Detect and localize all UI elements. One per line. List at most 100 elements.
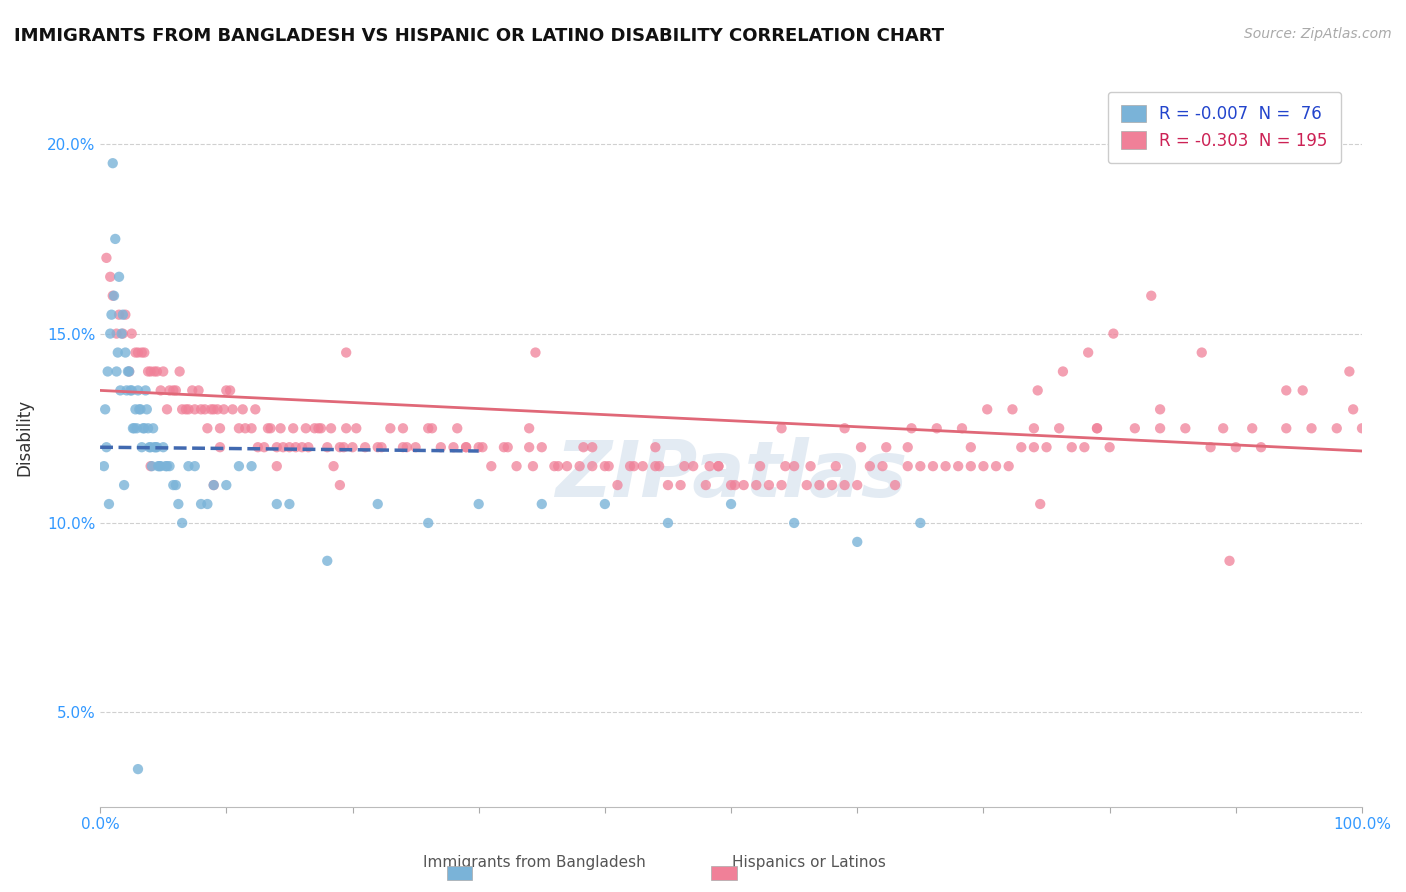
Point <box>142 421 165 435</box>
Point <box>900 421 922 435</box>
Point <box>172 402 194 417</box>
Point <box>1341 402 1364 417</box>
Point <box>1052 364 1074 378</box>
Point <box>108 308 131 322</box>
Point <box>134 345 156 359</box>
Point <box>202 402 225 417</box>
Point <box>104 232 127 246</box>
Point <box>129 402 152 417</box>
Point <box>131 440 153 454</box>
Point <box>284 440 307 454</box>
Point <box>910 516 932 530</box>
Point <box>172 516 194 530</box>
Point <box>114 308 136 322</box>
Point <box>505 459 527 474</box>
Point <box>418 421 440 435</box>
Point <box>121 326 143 341</box>
Point <box>1191 345 1213 359</box>
Point <box>859 459 882 474</box>
Point <box>593 497 616 511</box>
Point <box>181 384 204 398</box>
Point <box>648 459 671 474</box>
Point <box>948 459 970 474</box>
Point <box>98 269 121 284</box>
Point <box>111 308 134 322</box>
Point <box>159 459 181 474</box>
Point <box>783 516 806 530</box>
Point <box>619 459 641 474</box>
Point <box>266 440 288 454</box>
Point <box>1077 345 1099 359</box>
Point <box>139 459 162 474</box>
Text: Source: ZipAtlas.com: Source: ZipAtlas.com <box>1244 27 1392 41</box>
Point <box>1085 421 1108 435</box>
Point <box>522 459 544 474</box>
Point <box>568 459 591 474</box>
Point <box>405 440 427 454</box>
Point <box>257 421 280 435</box>
Point <box>132 421 155 435</box>
Point <box>240 421 263 435</box>
Point <box>266 459 288 474</box>
Point <box>1275 384 1298 398</box>
Point <box>492 440 515 454</box>
Point <box>228 459 250 474</box>
Point <box>367 497 389 511</box>
Point <box>122 421 145 435</box>
Point <box>105 326 128 341</box>
Point <box>307 421 329 435</box>
Point <box>775 459 797 474</box>
Point <box>112 478 135 492</box>
Point <box>195 497 218 511</box>
Point <box>146 459 169 474</box>
Point <box>1123 421 1146 435</box>
Point <box>174 402 197 417</box>
Point <box>143 364 166 378</box>
Point <box>131 345 153 359</box>
Point <box>149 384 172 398</box>
Point <box>335 345 357 359</box>
Point <box>221 402 243 417</box>
Point <box>96 440 118 454</box>
Point <box>1010 440 1032 454</box>
Point <box>101 289 124 303</box>
Point <box>190 497 212 511</box>
Point <box>430 440 453 454</box>
Point <box>724 478 747 492</box>
Point <box>720 478 742 492</box>
Point <box>149 459 172 474</box>
Point <box>834 478 856 492</box>
Point <box>581 440 603 454</box>
Point <box>846 478 869 492</box>
Point <box>849 440 872 454</box>
Point <box>1174 421 1197 435</box>
Point <box>118 364 141 378</box>
Point <box>1212 421 1234 435</box>
Point <box>219 384 242 398</box>
Point <box>821 478 844 492</box>
Point <box>127 384 149 398</box>
Point <box>135 402 157 417</box>
Point <box>194 402 217 417</box>
Point <box>187 384 209 398</box>
Point <box>758 478 780 492</box>
Point <box>454 440 477 454</box>
Point <box>93 459 115 474</box>
Point <box>316 440 339 454</box>
Point <box>259 421 281 435</box>
Point <box>1301 421 1323 435</box>
Point <box>783 459 806 474</box>
Point <box>141 459 163 474</box>
Point <box>146 440 169 454</box>
Text: Hispanics or Latinos: Hispanics or Latinos <box>731 855 886 870</box>
Point <box>145 440 167 454</box>
Point <box>367 440 389 454</box>
Point <box>96 251 118 265</box>
Point <box>631 459 654 474</box>
Point <box>124 345 146 359</box>
Point <box>232 402 254 417</box>
Point <box>1218 554 1240 568</box>
Point <box>97 364 120 378</box>
Point <box>139 364 162 378</box>
Point <box>136 421 159 435</box>
